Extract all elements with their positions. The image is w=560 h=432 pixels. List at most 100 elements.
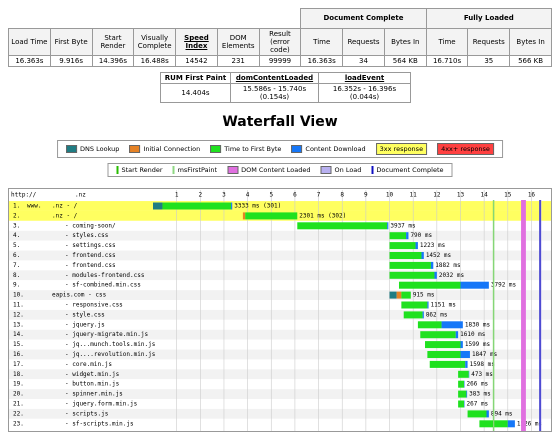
legend-label: msFirstPaint bbox=[177, 166, 218, 174]
bar-segment bbox=[245, 212, 298, 220]
legend-label: 4xx+ response bbox=[437, 143, 494, 155]
marker-legend: Start Render msFirstPaint DOM Content Load… bbox=[107, 163, 453, 177]
legend-item: On Load bbox=[320, 166, 362, 174]
row-background bbox=[9, 369, 551, 380]
bar-segment bbox=[242, 212, 246, 220]
row-number: 14. bbox=[13, 331, 24, 338]
bar-segment bbox=[153, 202, 163, 210]
timing-label: 383 ms bbox=[469, 391, 491, 398]
row-path: - frontend.css bbox=[65, 262, 116, 269]
bar-segment bbox=[434, 271, 437, 279]
legend-label: On Load bbox=[334, 166, 362, 174]
row-path: - jq...munch.tools.min.js bbox=[65, 341, 156, 348]
legend-swatch bbox=[129, 145, 141, 153]
legend-item: DOM Content Loaded bbox=[227, 166, 311, 174]
row-path: - scripts.js bbox=[65, 410, 109, 417]
legend-item: Start Render bbox=[116, 166, 163, 174]
value-cell: 9.916s bbox=[49, 55, 93, 68]
value-cell: 231 bbox=[216, 55, 260, 68]
column-header: Bytes In bbox=[509, 27, 552, 57]
rum-table: RUM First Paint domContentLoaded loadEvent… bbox=[160, 71, 411, 104]
bar-segment bbox=[401, 301, 428, 309]
row-background bbox=[9, 399, 551, 409]
column-header: Start Render bbox=[91, 27, 135, 57]
summary-table: Document Complete Fully Loaded Load Time Fi… bbox=[8, 8, 553, 68]
bar-segment bbox=[422, 311, 424, 319]
column-header[interactable]: loadEvent bbox=[318, 71, 411, 85]
legend-item: Content Download bbox=[291, 145, 366, 153]
legend-swatch bbox=[227, 166, 239, 174]
legend-label: DOM Content Loaded bbox=[241, 166, 311, 174]
bar-segment bbox=[403, 311, 423, 319]
timing-label: 1830 ms bbox=[465, 321, 491, 328]
legend-item: 4xx+ response bbox=[437, 143, 494, 155]
bar-segment bbox=[460, 341, 463, 349]
row-number: 5. bbox=[13, 242, 20, 249]
row-number: 11. bbox=[13, 302, 24, 309]
bar-segment bbox=[387, 222, 389, 230]
bar-segment bbox=[458, 380, 465, 388]
value-cell: 35 bbox=[467, 55, 511, 68]
column-header: Requests bbox=[342, 27, 385, 57]
row-path: - spinner.min.js bbox=[65, 391, 123, 398]
timing-label: 473 ms bbox=[471, 371, 493, 378]
legend-swatch bbox=[291, 145, 303, 153]
bar-segment bbox=[458, 400, 465, 408]
column-header: First Byte bbox=[49, 27, 93, 57]
timing-label: 3333 ms (301) bbox=[234, 203, 281, 210]
bar-segment bbox=[421, 252, 424, 259]
header-domain: .nz bbox=[75, 192, 86, 199]
bar-segment bbox=[406, 232, 409, 240]
legend-label: DNS Lookup bbox=[80, 145, 120, 153]
column-header: Requests bbox=[467, 27, 511, 57]
legend-swatch bbox=[210, 145, 222, 153]
row-path: - jquery-migrate.min.js bbox=[65, 331, 148, 338]
row-background bbox=[9, 240, 551, 251]
row-path: - responsive.css bbox=[65, 302, 123, 309]
row-number: 10. bbox=[13, 292, 24, 299]
bar-segment bbox=[466, 390, 468, 398]
x-tick-label: 15 bbox=[504, 192, 512, 199]
x-tick-label: 12 bbox=[433, 192, 441, 199]
legend-label: Time to First Byte bbox=[224, 145, 282, 153]
row-path: - jquery.js bbox=[65, 321, 105, 328]
x-tick-label: 7 bbox=[317, 192, 321, 199]
x-tick-label: 5 bbox=[269, 192, 273, 199]
row-path: - styles.css bbox=[65, 232, 109, 239]
bar-segment bbox=[401, 291, 411, 299]
bar-segment bbox=[389, 271, 435, 279]
row-number: 6. bbox=[13, 252, 20, 259]
column-header: Bytes In bbox=[383, 27, 427, 57]
legend-label: Content Download bbox=[305, 145, 366, 153]
value-cell: 564 KB bbox=[383, 55, 427, 68]
timing-label: 3937 ms bbox=[390, 222, 416, 229]
row-path: - sf-combined.min.css bbox=[65, 282, 141, 289]
bar-segment bbox=[458, 370, 469, 378]
bar-segment bbox=[467, 410, 487, 418]
row-background bbox=[9, 250, 551, 261]
legend-label: Initial Connection bbox=[143, 145, 201, 153]
row-number: 9. bbox=[13, 282, 20, 289]
row-background bbox=[9, 339, 551, 350]
column-header: Visually Complete bbox=[133, 27, 177, 57]
row-path: .nz - / bbox=[52, 212, 78, 219]
x-tick-label: 10 bbox=[386, 192, 394, 199]
bar-segment bbox=[417, 321, 442, 329]
timing-label: 862 ms bbox=[426, 311, 448, 318]
row-background bbox=[9, 280, 551, 291]
bar-segment bbox=[396, 291, 402, 299]
row-number: 23. bbox=[13, 420, 24, 427]
value-cell: 566 KB bbox=[509, 55, 552, 68]
column-header[interactable]: Speed Index bbox=[175, 27, 218, 57]
column-header[interactable]: domContentLoaded bbox=[230, 71, 319, 85]
row-path: - widget.min.js bbox=[65, 371, 120, 378]
bar-segment bbox=[420, 331, 456, 339]
bar-segment bbox=[429, 360, 466, 368]
row-path: - jq....revolution.min.js bbox=[65, 351, 156, 358]
value-cell: 16.488s bbox=[133, 55, 177, 68]
row-path: - coming-soon/ bbox=[65, 222, 116, 229]
x-tick-label: 9 bbox=[364, 192, 368, 199]
row-number: 8. bbox=[13, 272, 20, 279]
timing-label: 2032 ms bbox=[439, 272, 465, 279]
legend-label: Document Complete bbox=[376, 166, 444, 174]
